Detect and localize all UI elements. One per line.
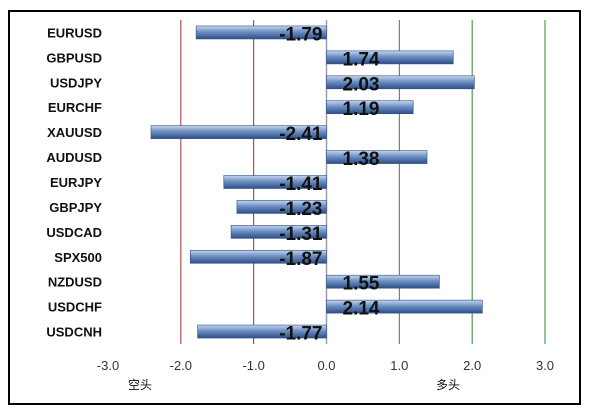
bar-usdcad [230, 225, 327, 239]
category-label: GBPJPY [49, 200, 102, 215]
value-label: 1.55 [343, 274, 380, 295]
bar-eurchf [326, 100, 414, 115]
category-label: EURJPY [50, 175, 102, 190]
value-label: 2.14 [343, 299, 380, 320]
x-tick-label: -1.0 [242, 358, 264, 373]
value-label: 1.74 [343, 49, 380, 70]
value-label: -1.79 [279, 24, 322, 45]
bar-xauusd [150, 125, 327, 139]
category-label: NZDUSD [48, 275, 102, 290]
category-label: EURCHF [48, 100, 102, 115]
x-tick-label: 2.0 [463, 358, 481, 373]
sentiment-bar-chart: EURUSD GBPUSD USDJPY EURCHF XAUUSD AUDUSD EURJ… [46, 20, 554, 392]
x-tick-label: -2.0 [170, 358, 192, 373]
bar-gbpjpy [236, 200, 327, 214]
x-tick-label: 0.0 [317, 358, 335, 373]
value-label: 1.38 [343, 149, 380, 170]
bar-spx500 [190, 249, 327, 264]
value-label: -1.31 [279, 224, 323, 245]
value-label: 1.19 [343, 99, 380, 120]
bar-audusd [326, 150, 428, 164]
x-tick-label: 1.0 [390, 358, 408, 373]
bar-eurusd [195, 25, 327, 40]
bar-gbpusd [326, 50, 454, 65]
short-zone-label: 空头 [128, 378, 152, 392]
value-label: -1.87 [279, 249, 322, 270]
category-label: USDCHF [48, 300, 102, 315]
value-label: -1.77 [279, 324, 322, 345]
bar-usdcnh [197, 324, 327, 339]
category-label: SPX500 [54, 250, 102, 265]
x-tick-label: 3.0 [536, 358, 554, 373]
value-label: -2.41 [279, 124, 323, 145]
x-tick-label: -3.0 [97, 358, 119, 373]
category-label: GBPUSD [46, 50, 102, 65]
value-label: 2.03 [343, 74, 380, 95]
category-label: USDJPY [50, 75, 102, 90]
value-label: -1.41 [279, 174, 323, 195]
category-label: EURUSD [47, 25, 102, 40]
category-label: USDCAD [46, 225, 102, 240]
bar-usdjpy [326, 75, 475, 90]
category-label: AUDUSD [46, 150, 102, 165]
category-label: XAUUSD [47, 125, 102, 140]
bar-nzdusd [326, 274, 440, 289]
long-zone-label: 多头 [436, 378, 460, 392]
chart-frame: EURUSD GBPUSD USDJPY EURCHF XAUUSD AUDUSD EURJ… [8, 10, 581, 405]
bar-usdchf [326, 299, 483, 314]
bar-eurjpy [223, 175, 327, 189]
category-label: USDCNH [46, 325, 102, 340]
value-label: -1.23 [279, 199, 322, 220]
